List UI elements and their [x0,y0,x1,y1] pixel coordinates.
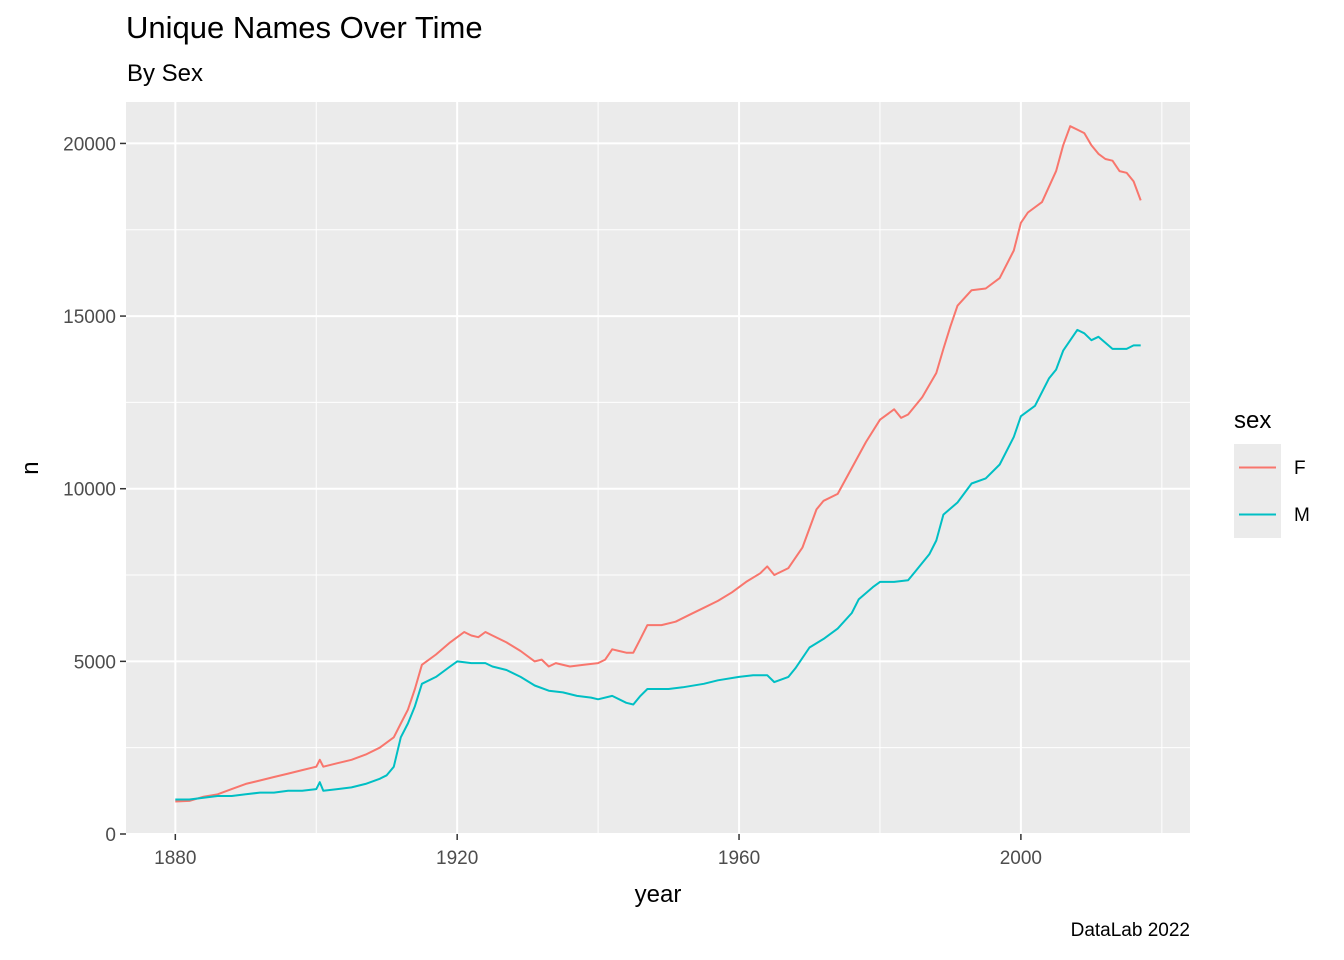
minor-gridlines [126,102,1190,834]
chart-subtitle: By Sex [127,60,204,87]
x-tick-label: 1960 [718,848,760,869]
chart-title: Unique Names Over Time [126,10,483,45]
y-tick-label: 10000 [63,480,116,501]
legend-title: sex [1234,407,1271,434]
series-line-m [175,328,1141,801]
y-tick-label: 20000 [63,134,116,155]
series-line-f [175,125,1142,803]
plot-panel [126,102,1190,834]
y-tick-label: 5000 [74,652,116,673]
series-layer [175,125,1142,803]
y-tick-label: 0 [105,825,116,846]
y-tick-label: 15000 [63,307,116,328]
legend-label-f: F [1294,458,1306,479]
y-axis-title: n [17,461,44,474]
x-axis-title: year [635,881,682,908]
legend: sex F M [1234,407,1310,538]
x-tick-label: 2000 [1000,848,1042,869]
x-tick-label: 1880 [154,848,196,869]
chart-caption: DataLab 2022 [1070,920,1190,941]
legend-label-m: M [1294,505,1310,526]
x-tick-label: 1920 [436,848,478,869]
